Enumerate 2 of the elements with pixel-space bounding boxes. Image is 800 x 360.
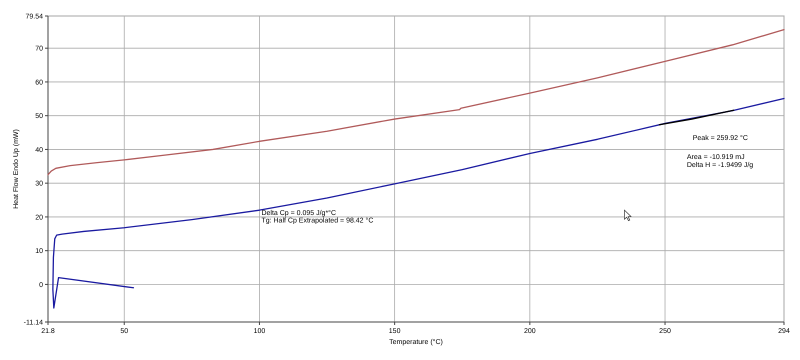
line-series	[47, 28, 785, 176]
line-series	[52, 98, 785, 309]
